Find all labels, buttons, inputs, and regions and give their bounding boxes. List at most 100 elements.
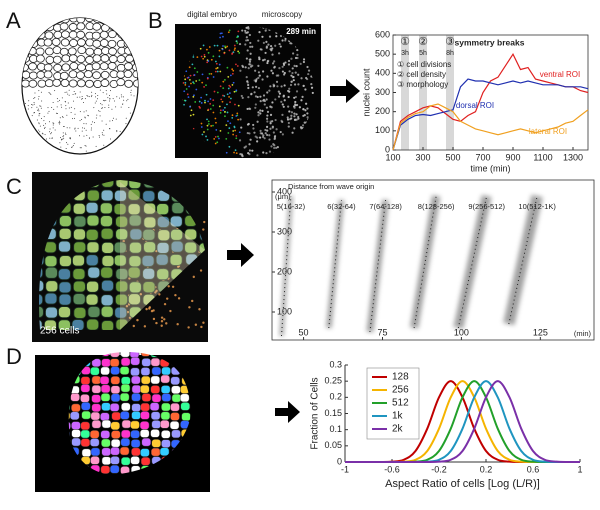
legend-label: 1k xyxy=(392,411,404,422)
stipple xyxy=(99,115,101,117)
cut-face xyxy=(120,182,205,330)
stipple xyxy=(70,111,72,113)
stipple xyxy=(111,120,113,122)
nucleus xyxy=(216,67,219,69)
cell xyxy=(101,447,112,457)
stipple xyxy=(101,107,103,109)
stipple xyxy=(120,94,122,96)
stipple xyxy=(68,107,70,109)
series-line xyxy=(392,103,589,151)
stipple xyxy=(74,127,76,129)
arrow xyxy=(330,79,360,103)
stipple xyxy=(84,144,86,146)
nucleus xyxy=(266,60,269,63)
nucleus xyxy=(212,111,215,114)
stipple xyxy=(42,133,44,135)
nucleus xyxy=(236,36,238,39)
stipple xyxy=(128,106,130,108)
nucleus xyxy=(249,65,253,68)
nucleus xyxy=(214,135,217,138)
cell xyxy=(117,30,127,39)
nucleus xyxy=(224,45,226,48)
stipple xyxy=(94,93,96,95)
nucleus xyxy=(213,44,216,47)
stipple xyxy=(56,106,58,108)
cell xyxy=(71,403,81,413)
stipple xyxy=(81,98,83,100)
nucleus xyxy=(155,289,158,293)
nucleus xyxy=(225,137,228,140)
stipple xyxy=(102,92,104,94)
stipple xyxy=(87,95,89,97)
stipple xyxy=(63,137,65,139)
cell xyxy=(59,47,69,56)
nucleus xyxy=(298,106,301,109)
cell xyxy=(100,54,110,63)
cell xyxy=(124,22,134,31)
nucleus xyxy=(288,118,292,121)
wave-label: 9(256-512) xyxy=(468,202,505,211)
cell xyxy=(170,376,180,386)
nucleus xyxy=(268,134,271,137)
cell xyxy=(77,63,86,72)
stipple xyxy=(27,108,29,110)
nucleus xyxy=(293,64,296,67)
nucleus xyxy=(260,132,264,135)
stipple xyxy=(61,116,63,118)
nucleus xyxy=(207,120,210,123)
nucleus xyxy=(280,119,283,122)
cell xyxy=(68,70,78,79)
stipple xyxy=(71,146,73,148)
cell xyxy=(133,54,138,63)
nucleus xyxy=(190,82,192,85)
stipple xyxy=(65,105,67,107)
stipple xyxy=(90,129,92,131)
cell xyxy=(100,430,110,439)
stipple xyxy=(56,112,58,114)
nucleus xyxy=(222,35,224,38)
cell xyxy=(90,366,100,376)
nucleus xyxy=(253,131,256,134)
stipple xyxy=(125,117,127,119)
nucleus xyxy=(226,66,229,69)
cell xyxy=(68,421,71,431)
cell xyxy=(156,216,170,228)
cell xyxy=(110,385,121,394)
nucleus xyxy=(287,105,290,108)
cell xyxy=(151,393,162,403)
nucleus xyxy=(201,73,204,76)
wave-label: 8(128-256) xyxy=(418,202,455,211)
nucleus xyxy=(221,48,224,51)
nucleus xyxy=(256,120,259,123)
stipple xyxy=(84,116,86,118)
nucleus xyxy=(235,63,237,66)
cell xyxy=(90,456,100,465)
nucleus xyxy=(265,40,268,43)
nucleus xyxy=(275,128,278,131)
cell xyxy=(121,376,131,386)
nucleus xyxy=(269,105,272,108)
nucleus xyxy=(190,109,193,112)
stipple xyxy=(39,131,41,133)
x-tick-label: 100 xyxy=(385,152,400,162)
nucleus xyxy=(192,275,195,279)
cell xyxy=(156,268,170,281)
cell xyxy=(120,383,131,393)
nucleus xyxy=(295,65,298,68)
nucleus xyxy=(290,80,293,83)
cell xyxy=(45,266,58,279)
nucleus xyxy=(231,114,234,117)
cell xyxy=(70,411,80,421)
stipple xyxy=(90,96,92,98)
nucleus xyxy=(203,131,205,133)
stipple xyxy=(41,132,43,134)
nucleus xyxy=(273,137,276,140)
nucleus xyxy=(185,88,188,90)
nucleus xyxy=(253,79,256,82)
cell xyxy=(150,447,161,457)
nucleus xyxy=(266,61,269,65)
x-tick-label: 300 xyxy=(415,152,430,162)
stipple xyxy=(41,100,43,102)
cell xyxy=(92,39,102,48)
cell xyxy=(151,366,162,376)
